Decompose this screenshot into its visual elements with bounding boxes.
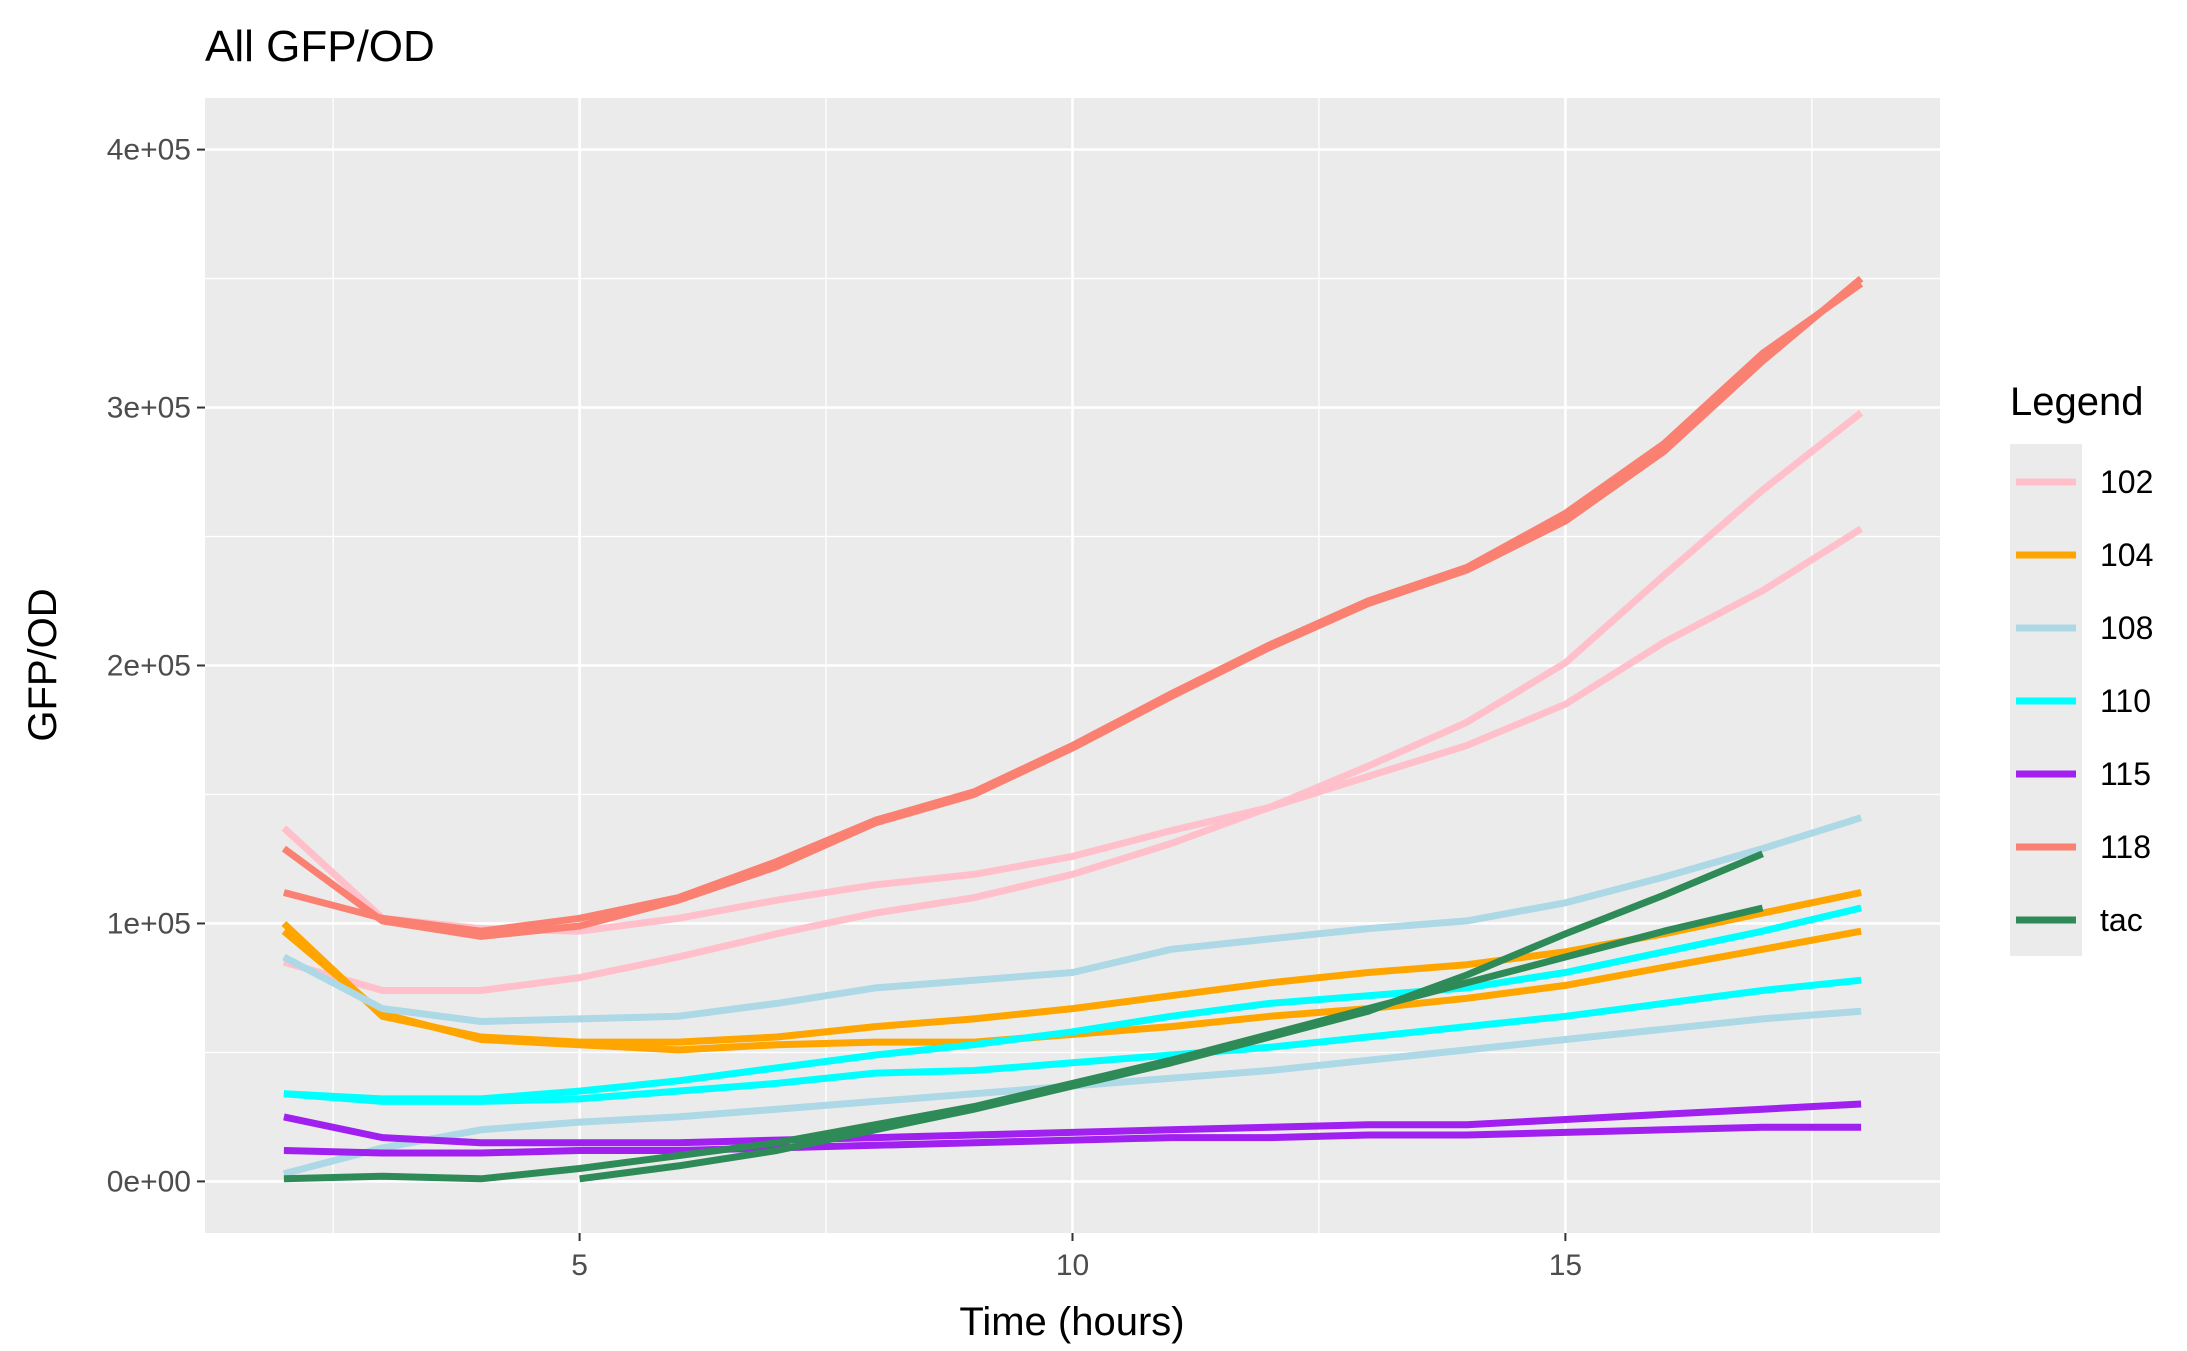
y-tick-label: 1e+05: [107, 907, 191, 940]
legend-label-118: 118: [2100, 829, 2151, 865]
x-tick-label: 15: [1549, 1249, 1582, 1282]
series-line-110: [283, 976, 1862, 1105]
chart-title: All GFP/OD: [205, 22, 435, 71]
series-line-tac: [579, 850, 1764, 1183]
legend-label-115: 115: [2100, 756, 2151, 792]
x-tick-label: 5: [571, 1249, 588, 1282]
legend-label-102: 102: [2100, 464, 2153, 500]
legend-label-tac: tac: [2100, 902, 2143, 938]
x-tick-label: 10: [1056, 1249, 1089, 1282]
series-line-118: [283, 280, 1864, 935]
y-tick-label: 3e+05: [107, 392, 191, 425]
x-axis-title: Time (hours): [959, 1300, 1184, 1344]
legend-title: Legend: [2010, 380, 2143, 424]
legend-label-110: 110: [2100, 683, 2151, 719]
series-line-102: [282, 409, 1864, 994]
legend-label-104: 104: [2100, 537, 2153, 573]
y-tick-label: 2e+05: [107, 650, 191, 683]
legend-label-108: 108: [2100, 610, 2153, 646]
y-axis-title: GFP/OD: [21, 588, 65, 741]
series-line-110: [283, 904, 1862, 1103]
y-tick-label: 0e+00: [107, 1165, 191, 1198]
y-tick-label: 4e+05: [107, 134, 191, 167]
series-line-115: [283, 1100, 1862, 1147]
x-axis: 5 10 15: [571, 1233, 1582, 1282]
y-axis: 0e+00 1e+05 2e+05 3e+05 4e+05: [107, 134, 205, 1198]
legend: Legend 102 104 108 110 115 118 tac: [2010, 380, 2153, 956]
series-line-115: [283, 1123, 1862, 1157]
series-lines: [281, 275, 1864, 1183]
series-line-108: [282, 814, 1863, 1025]
